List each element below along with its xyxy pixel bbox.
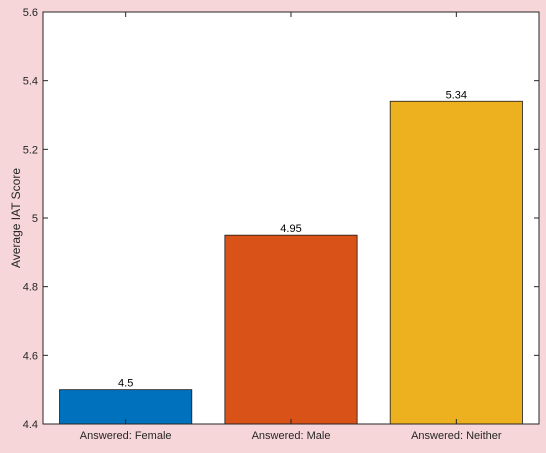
y-axis-label: Average IAT Score: [9, 168, 23, 268]
bar-1: [59, 389, 193, 425]
y-tick-label-6: 5.4: [23, 76, 38, 88]
x-tick-label-1: Answered: Female: [80, 430, 172, 442]
y-tick-label-7: 5.6: [23, 7, 38, 19]
y-tick-label-5: 5.2: [23, 144, 38, 156]
x-tick-label-3: Answered: Neither: [411, 430, 502, 442]
y-tick-label-1: 4.4: [23, 419, 38, 431]
bar-3: [389, 100, 523, 425]
plot-frame: [42, 11, 540, 425]
y-tick-label-2: 4.6: [23, 350, 38, 362]
y-tick-label-4: 5: [32, 213, 38, 225]
x-tick-label-2: Answered: Male: [252, 430, 331, 442]
value-label-2: 4.95: [280, 223, 301, 235]
value-label-1: 4.5: [118, 378, 133, 390]
x-axis-ticks: Answered: Female Answered: Male Answered: …: [80, 12, 502, 442]
bars-layer: [59, 100, 523, 425]
value-label-3: 5.34: [446, 89, 467, 101]
bar-2: [224, 234, 358, 425]
value-labels-layer: 4.5 4.95 5.34: [118, 89, 467, 389]
y-tick-label-3: 4.8: [23, 282, 38, 294]
